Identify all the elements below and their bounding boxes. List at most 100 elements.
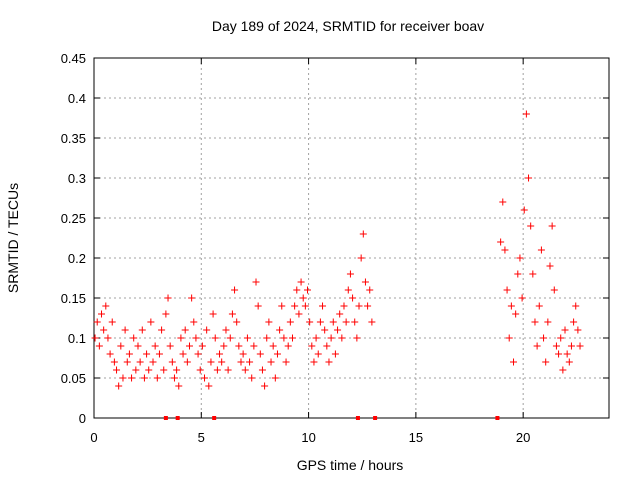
y-tick-label: 0.35 — [61, 131, 86, 146]
data-point — [336, 310, 344, 318]
data-point — [366, 286, 374, 294]
data-point — [276, 326, 284, 334]
y-axis-label: SRMTID / TECUs — [5, 183, 21, 293]
data-point — [239, 350, 247, 358]
data-point — [147, 318, 155, 326]
zero-marker — [355, 416, 360, 420]
data-point — [565, 358, 573, 366]
data-point — [512, 310, 520, 318]
data-point — [269, 342, 277, 350]
data-point — [505, 334, 513, 342]
data-point — [497, 238, 505, 246]
data-point — [170, 374, 178, 382]
data-point — [567, 342, 575, 350]
data-point — [243, 334, 251, 342]
data-point — [510, 358, 518, 366]
data-point — [226, 334, 234, 342]
data-point — [299, 294, 307, 302]
zero-marker — [212, 416, 217, 420]
data-point — [265, 318, 273, 326]
x-tick-label: 10 — [301, 430, 315, 445]
data-point — [248, 374, 256, 382]
y-tick-label: 0.4 — [68, 91, 86, 106]
data-point — [166, 342, 174, 350]
data-point — [115, 382, 123, 390]
data-point — [316, 318, 324, 326]
data-point — [168, 358, 176, 366]
data-point — [194, 350, 202, 358]
data-point — [91, 334, 99, 342]
data-point — [222, 326, 230, 334]
data-point — [559, 366, 567, 374]
data-point — [361, 278, 369, 286]
data-point — [136, 358, 144, 366]
data-point — [162, 310, 170, 318]
y-tick-label: 0.1 — [68, 331, 86, 346]
data-point — [123, 358, 131, 366]
data-point — [563, 350, 571, 358]
data-point — [185, 342, 193, 350]
y-tick-label: 0.25 — [61, 211, 86, 226]
data-point — [237, 358, 245, 366]
zero-marker — [495, 416, 500, 420]
data-point — [211, 334, 219, 342]
data-point — [220, 342, 228, 350]
data-point — [198, 342, 206, 350]
data-point — [503, 286, 511, 294]
data-point — [314, 350, 322, 358]
data-point — [250, 342, 258, 350]
data-point — [100, 326, 108, 334]
y-tick-label: 0.05 — [61, 371, 86, 386]
data-point — [501, 246, 509, 254]
y-axis: 0 0.05 0.1 0.15 0.2 0.25 0.3 0.35 0.4 0.45 — [61, 51, 609, 426]
y-tick-label: 0.3 — [68, 171, 86, 186]
data-point — [104, 334, 112, 342]
data-point — [183, 358, 191, 366]
plot-frame — [93, 57, 610, 419]
data-point — [561, 326, 569, 334]
data-point — [278, 302, 286, 310]
data-point — [177, 334, 185, 342]
data-point — [218, 358, 226, 366]
data-point — [173, 366, 181, 374]
data-point — [102, 302, 110, 310]
data-point — [158, 326, 166, 334]
x-tick-label: 0 — [90, 430, 97, 445]
data-point — [254, 302, 262, 310]
data-point — [93, 318, 101, 326]
data-point — [224, 366, 232, 374]
data-point — [151, 342, 159, 350]
data-point — [304, 286, 312, 294]
data-point — [334, 326, 342, 334]
data-point — [308, 342, 316, 350]
data-point — [310, 358, 318, 366]
data-point — [261, 382, 269, 390]
data-point — [359, 230, 367, 238]
data-point — [235, 342, 243, 350]
data-point — [531, 318, 539, 326]
data-point — [570, 318, 578, 326]
data-point — [546, 262, 554, 270]
data-point — [557, 334, 565, 342]
data-point — [282, 358, 290, 366]
data-point — [228, 310, 236, 318]
y-tick-label: 0 — [79, 411, 86, 426]
data-point — [188, 294, 196, 302]
data-point — [231, 286, 239, 294]
data-point — [297, 278, 305, 286]
chart-title: Day 189 of 2024, SRMTID for receiver boa… — [212, 18, 484, 34]
data-point — [196, 366, 204, 374]
data-point — [540, 334, 548, 342]
data-point — [542, 358, 550, 366]
data-point — [576, 342, 584, 350]
data-point — [201, 374, 209, 382]
data-point — [128, 374, 136, 382]
data-point — [550, 286, 558, 294]
data-point — [364, 302, 372, 310]
data-point — [325, 358, 333, 366]
data-point — [291, 302, 299, 310]
data-point — [241, 366, 249, 374]
data-point — [140, 374, 148, 382]
data-point — [207, 358, 215, 366]
